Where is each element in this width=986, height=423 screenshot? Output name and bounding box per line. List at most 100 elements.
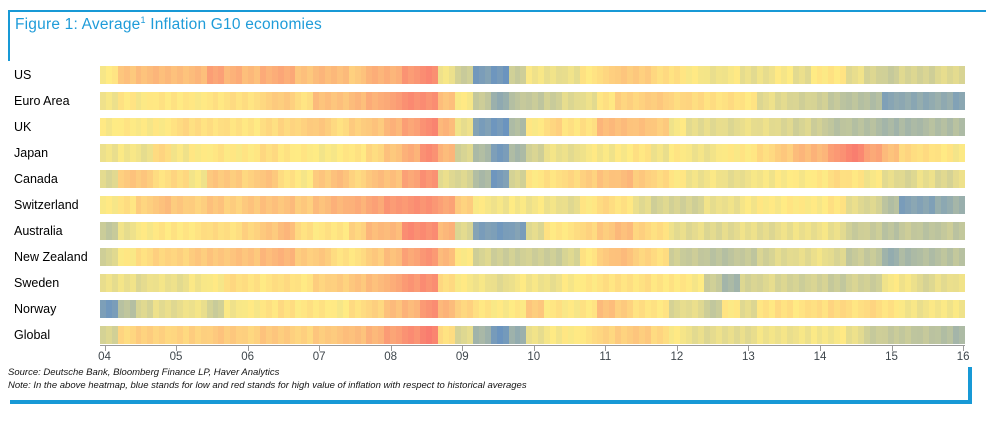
- heatmap-cell: [680, 326, 687, 344]
- heatmap-cell: [591, 144, 598, 162]
- heatmap-cell: [230, 92, 237, 110]
- heatmap-cell: [597, 92, 604, 110]
- heatmap-cell: [484, 144, 491, 162]
- heatmap-cell: [242, 222, 249, 240]
- x-axis-tick-label: 07: [312, 351, 326, 363]
- heatmap-cell: [147, 196, 154, 214]
- heatmap-cell: [508, 66, 515, 84]
- heatmap-cell: [242, 118, 249, 136]
- heatmap-cell: [763, 144, 770, 162]
- heatmap-cell: [804, 222, 811, 240]
- heatmap-cell: [425, 326, 432, 344]
- heatmap-cell: [396, 196, 403, 214]
- heatmap-cell: [396, 144, 403, 162]
- heatmap-cell: [248, 326, 254, 344]
- heatmap-cell: [958, 248, 965, 266]
- heatmap-cell: [200, 274, 207, 292]
- heatmap-cell: [810, 144, 817, 162]
- heatmap-cell: [194, 170, 201, 188]
- heatmap-cell: [561, 248, 568, 266]
- heatmap-cell: [490, 66, 497, 84]
- heatmap-cell: [887, 274, 894, 292]
- heatmap-cell: [544, 274, 551, 292]
- heatmap-cell: [763, 196, 770, 214]
- heatmap-cell: [224, 118, 231, 136]
- heatmap-cell: [159, 92, 166, 110]
- heatmap-cell: [627, 248, 633, 266]
- heatmap-cell: [555, 248, 562, 266]
- heatmap-cell: [632, 326, 639, 344]
- heatmap-cell: [230, 196, 237, 214]
- heatmap-cell: [846, 66, 853, 84]
- heatmap-cell: [609, 248, 616, 266]
- heatmap-cell: [378, 92, 385, 110]
- heatmap-cell: [248, 300, 254, 318]
- heatmap-cell: [816, 66, 823, 84]
- heatmap-cell: [934, 300, 941, 318]
- heatmap-cell: [461, 248, 468, 266]
- heatmap-cell: [490, 170, 497, 188]
- heatmap-cell: [627, 222, 633, 240]
- heatmap-cell: [786, 118, 793, 136]
- heatmap-cell: [265, 118, 272, 136]
- heatmap-cell: [840, 300, 847, 318]
- heatmap-cell: [769, 248, 776, 266]
- heatmap-cell: [200, 248, 207, 266]
- heatmap-cell: [390, 92, 397, 110]
- heatmap-cell: [786, 66, 793, 84]
- heatmap-cell: [372, 118, 379, 136]
- heatmap-cell: [159, 170, 166, 188]
- heatmap-cell: [431, 326, 438, 344]
- heatmap-cell: [449, 170, 456, 188]
- heatmap-cell: [804, 274, 811, 292]
- heatmap-cell: [911, 196, 918, 214]
- heatmap-cell: [325, 274, 331, 292]
- heatmap-cell: [698, 66, 705, 84]
- heatmap-cell: [354, 300, 361, 318]
- heatmap-cell: [502, 144, 509, 162]
- heatmap-cell: [259, 274, 266, 292]
- heatmap-cell: [277, 274, 284, 292]
- heatmap-cell: [917, 274, 924, 292]
- heatmap-cell: [727, 248, 734, 266]
- heatmap-cell: [863, 66, 870, 84]
- heatmap-cell: [863, 248, 870, 266]
- heatmap-cell: [479, 274, 485, 292]
- heatmap-cell: [117, 66, 124, 84]
- heatmap-cell: [934, 222, 941, 240]
- heatmap-cell: [242, 274, 249, 292]
- heatmap-cell: [307, 300, 314, 318]
- heatmap-cell: [733, 196, 740, 214]
- heatmap-cell: [804, 300, 811, 318]
- heatmap-cell: [597, 118, 604, 136]
- heatmap-cell: [330, 248, 337, 266]
- heatmap-cell: [615, 118, 622, 136]
- heatmap-cell: [407, 144, 414, 162]
- heatmap-cell: [698, 248, 705, 266]
- heatmap-cell: [402, 326, 408, 344]
- heatmap-cell: [390, 118, 397, 136]
- heatmap-cell: [751, 196, 758, 214]
- heatmap-cell: [372, 222, 379, 240]
- figure-bottom-right-stub: [968, 367, 972, 404]
- heatmap-cell: [946, 66, 953, 84]
- heatmap-cell: [437, 248, 444, 266]
- heatmap-cell: [656, 92, 663, 110]
- heatmap-cell: [798, 118, 805, 136]
- heatmap-cell: [336, 196, 343, 214]
- heatmap-cell: [929, 222, 935, 240]
- heatmap-row-australia: [100, 222, 965, 240]
- heatmap-cell: [846, 92, 853, 110]
- heatmap-cell: [253, 170, 260, 188]
- heatmap-cell: [952, 222, 959, 240]
- heatmap-cell: [893, 170, 900, 188]
- heatmap-cell: [354, 326, 361, 344]
- heatmap-cell: [786, 144, 793, 162]
- heatmap-cell: [194, 196, 201, 214]
- heatmap-cell: [360, 326, 367, 344]
- heatmap-cell: [206, 300, 213, 318]
- heatmap-cell: [644, 326, 651, 344]
- heatmap-cell: [899, 326, 906, 344]
- heatmap-cell: [632, 170, 639, 188]
- heatmap-cell: [218, 118, 225, 136]
